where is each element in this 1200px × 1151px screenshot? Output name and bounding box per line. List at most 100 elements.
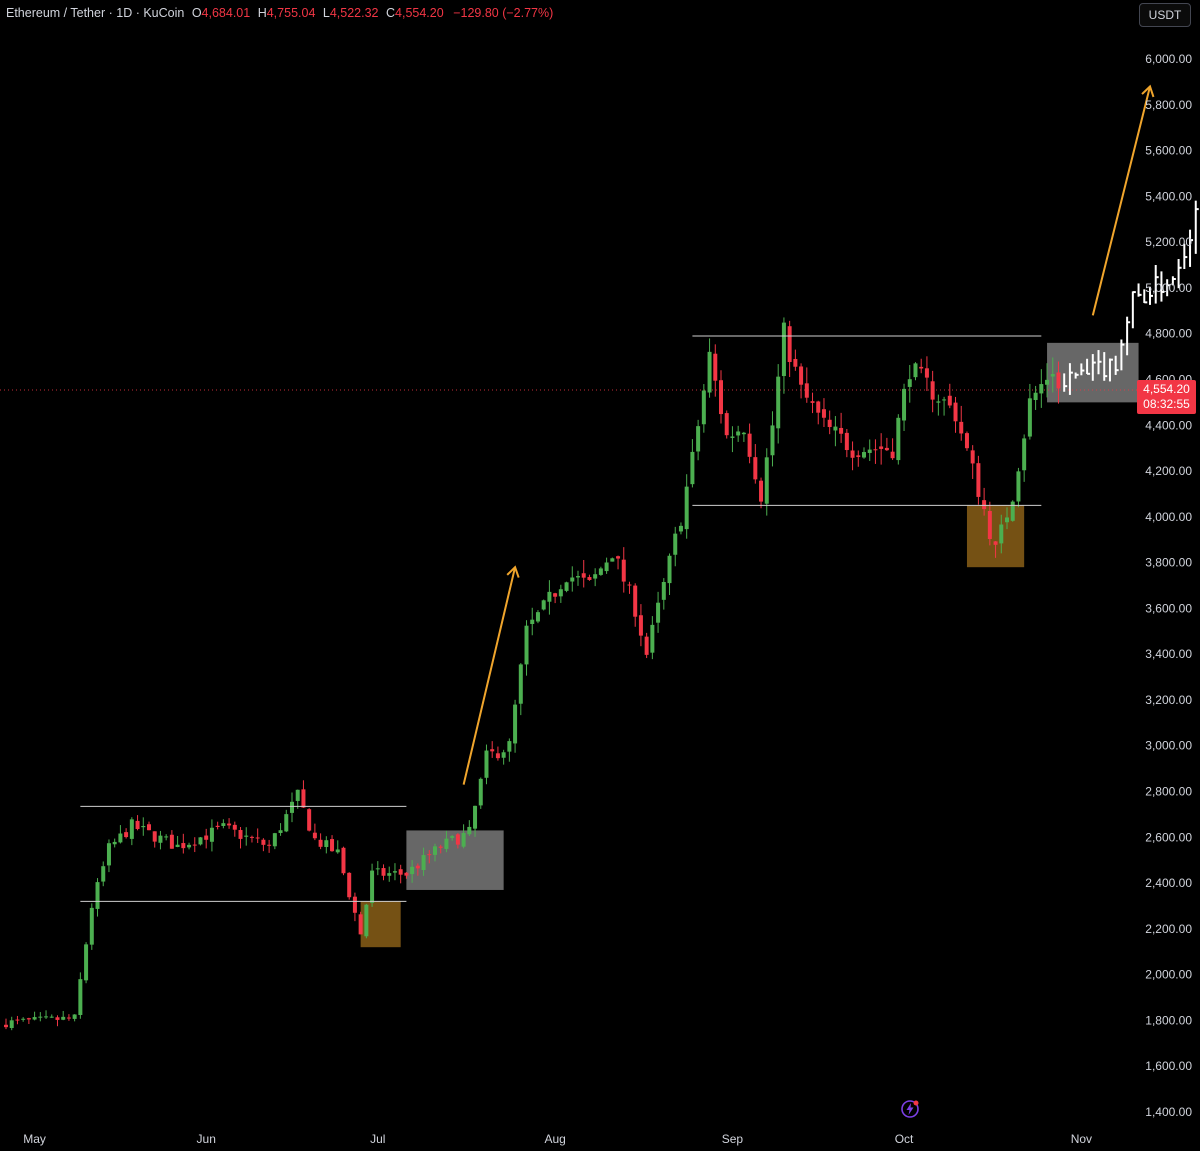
candle-body bbox=[450, 836, 455, 838]
candle-body bbox=[1016, 471, 1021, 502]
candle-body bbox=[312, 832, 317, 839]
candle-body bbox=[581, 573, 586, 578]
candle-body bbox=[701, 390, 706, 425]
candle-body bbox=[719, 380, 723, 415]
candle-body bbox=[1027, 398, 1032, 437]
y-axis-label: 3,000.00 bbox=[1145, 739, 1192, 753]
y-axis-label: 4,000.00 bbox=[1145, 510, 1192, 524]
candle-body bbox=[370, 870, 375, 903]
candle-body bbox=[993, 541, 998, 545]
candle-body bbox=[896, 417, 901, 461]
high-label: H bbox=[257, 6, 267, 20]
candle-body bbox=[267, 844, 272, 846]
x-axis-label: Nov bbox=[1071, 1132, 1092, 1146]
candle-body bbox=[427, 854, 432, 856]
candle-body bbox=[398, 869, 403, 875]
candle-body bbox=[964, 433, 969, 449]
candle-body bbox=[415, 865, 420, 869]
candle-body bbox=[278, 830, 283, 833]
candle-body bbox=[26, 1018, 31, 1020]
candle-body bbox=[776, 376, 781, 429]
candle-body bbox=[175, 844, 180, 847]
y-axis-label: 1,400.00 bbox=[1145, 1105, 1192, 1119]
candle-body bbox=[513, 704, 518, 744]
candle-body bbox=[244, 835, 249, 837]
candle-body bbox=[902, 388, 907, 421]
currency-button[interactable]: USDT bbox=[1139, 3, 1191, 27]
candle-body bbox=[810, 401, 815, 403]
candle-body bbox=[764, 457, 769, 504]
candle-body bbox=[707, 351, 712, 393]
candle-body bbox=[364, 904, 369, 937]
candle-body bbox=[833, 426, 838, 431]
candle-body bbox=[284, 814, 289, 832]
candle-body bbox=[627, 584, 632, 586]
candle-body bbox=[821, 409, 826, 418]
dip-box bbox=[966, 505, 1025, 568]
candle-body bbox=[1039, 384, 1044, 394]
candle-body bbox=[879, 446, 884, 449]
candle-body bbox=[953, 402, 958, 422]
y-axis-label: 5,800.00 bbox=[1145, 98, 1192, 112]
candle-body bbox=[249, 836, 254, 838]
candle-body bbox=[936, 401, 941, 403]
candle-body bbox=[49, 1016, 54, 1018]
candle-body bbox=[633, 585, 638, 617]
y-axis-label: 4,800.00 bbox=[1145, 327, 1192, 341]
countdown-value: 08:32:55 bbox=[1143, 397, 1190, 411]
candle-body bbox=[907, 379, 912, 387]
candle-body bbox=[467, 826, 472, 835]
candle-body bbox=[576, 576, 580, 578]
candle-body bbox=[1033, 392, 1038, 401]
candle-body bbox=[741, 432, 746, 435]
candle-body bbox=[862, 452, 866, 458]
candle-body bbox=[324, 840, 329, 848]
candle-body bbox=[358, 914, 363, 935]
candle-body bbox=[261, 839, 266, 845]
y-axis-label: 1,600.00 bbox=[1145, 1059, 1192, 1073]
y-axis-label: 5,000.00 bbox=[1145, 281, 1192, 295]
candle-body bbox=[78, 979, 83, 1015]
candle-body bbox=[690, 451, 695, 485]
candle-body bbox=[747, 433, 752, 457]
candle-body bbox=[187, 844, 192, 848]
candle-body bbox=[816, 401, 821, 413]
candle-body bbox=[330, 839, 335, 852]
candle-body bbox=[593, 574, 598, 579]
y-axis-label: 3,800.00 bbox=[1145, 556, 1192, 570]
candle-body bbox=[844, 432, 849, 451]
candle-body bbox=[839, 427, 844, 434]
candle-body bbox=[1005, 517, 1009, 523]
candle-body bbox=[44, 1016, 49, 1018]
candle-body bbox=[215, 825, 220, 827]
candle-body bbox=[982, 500, 987, 510]
close-label: C bbox=[386, 6, 396, 20]
candle-body bbox=[638, 615, 643, 636]
candle-body bbox=[461, 832, 466, 847]
candle-body bbox=[661, 581, 666, 600]
y-axis-label: 2,000.00 bbox=[1145, 968, 1192, 982]
symbol-label: Ethereum / Tether · 1D · KuCoin bbox=[6, 6, 185, 20]
candle-body bbox=[850, 450, 855, 458]
y-axis-label: 4,200.00 bbox=[1145, 464, 1192, 478]
candle-body bbox=[587, 577, 592, 580]
candle-body bbox=[1056, 372, 1061, 389]
candle-body bbox=[84, 944, 89, 981]
candle-body bbox=[621, 559, 626, 582]
candle-body bbox=[610, 558, 615, 562]
candle-body bbox=[124, 832, 129, 838]
candle-body bbox=[66, 1017, 71, 1019]
candle-body bbox=[89, 907, 94, 945]
candle-body bbox=[753, 457, 758, 480]
candle-body bbox=[930, 381, 935, 400]
candle-body bbox=[433, 846, 437, 855]
candle-body bbox=[4, 1024, 8, 1028]
candle-body bbox=[55, 1017, 60, 1020]
candle-body bbox=[644, 636, 649, 655]
candle-body bbox=[827, 419, 832, 428]
lightning-icon[interactable] bbox=[900, 1099, 920, 1119]
change-value: −129.80 (−2.77%) bbox=[453, 6, 554, 20]
candle-body bbox=[616, 556, 621, 559]
candle-body bbox=[770, 425, 775, 456]
